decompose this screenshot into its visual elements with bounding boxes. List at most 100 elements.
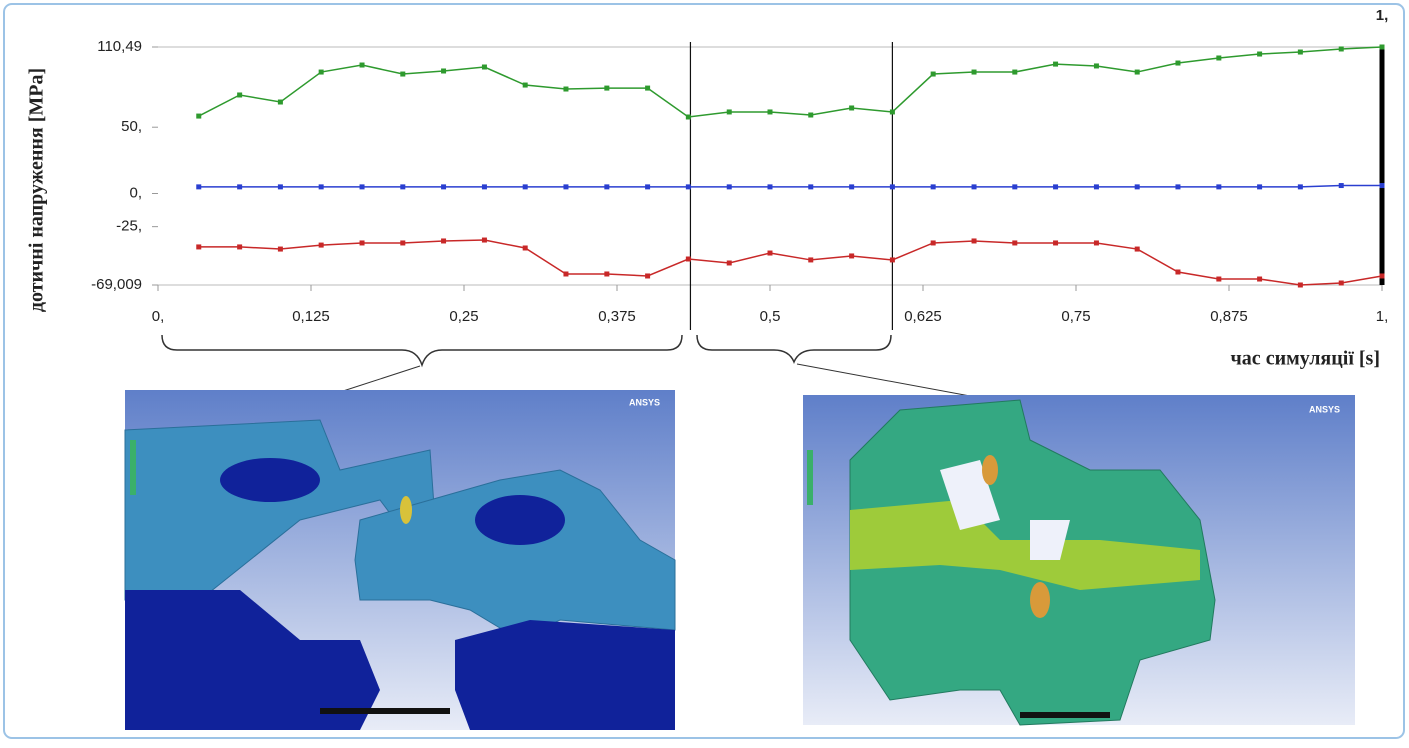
point (768, 184, 773, 189)
y-tick-label: 50, (121, 118, 142, 135)
x-axis-label: час симуляції [s] (1231, 348, 1380, 370)
point (1216, 277, 1221, 282)
point (237, 184, 242, 189)
x-tick-label: 0,25 (449, 308, 478, 325)
chart: дотичні напруження [MPa] час симуляції [… (0, 0, 1409, 743)
y-tick-label: 0, (129, 184, 142, 201)
point (482, 184, 487, 189)
point (400, 240, 405, 245)
y-axis-label: дотичні напруження [MPa] (26, 68, 48, 312)
point (196, 184, 201, 189)
image-label: ANSYS (1309, 404, 1340, 414)
point (1094, 184, 1099, 189)
point (972, 238, 977, 243)
point (604, 86, 609, 91)
point (1012, 240, 1017, 245)
point (360, 184, 365, 189)
y-tick-label: -25, (116, 218, 142, 235)
point (278, 184, 283, 189)
point (563, 271, 568, 276)
x-tick-label: 0,875 (1210, 308, 1248, 325)
point (1094, 240, 1099, 245)
point (1216, 184, 1221, 189)
point (1298, 50, 1303, 55)
point (196, 244, 201, 249)
image-label: ANSYS (629, 397, 660, 407)
point (1339, 280, 1344, 285)
point (1257, 52, 1262, 57)
point (1053, 62, 1058, 67)
point (604, 271, 609, 276)
x-tick-label: 0, (152, 308, 165, 325)
point (1012, 70, 1017, 75)
point (278, 100, 283, 105)
point (645, 86, 650, 91)
point (849, 105, 854, 110)
point (604, 184, 609, 189)
point (1053, 184, 1058, 189)
point (1094, 63, 1099, 68)
point (727, 109, 732, 114)
point (319, 70, 324, 75)
point (849, 253, 854, 258)
point (768, 109, 773, 114)
x-tick-label: 1, (1376, 308, 1389, 325)
point (727, 184, 732, 189)
point (1135, 70, 1140, 75)
point (237, 92, 242, 97)
point (768, 251, 773, 256)
x-tick-label: 0,5 (760, 308, 781, 325)
point (1053, 240, 1058, 245)
point (1216, 55, 1221, 60)
point (1135, 247, 1140, 252)
point (849, 184, 854, 189)
point (1135, 184, 1140, 189)
point (686, 114, 691, 119)
point (931, 72, 936, 77)
point (278, 247, 283, 252)
point (1298, 282, 1303, 287)
point (1339, 183, 1344, 188)
point (441, 184, 446, 189)
brace (162, 335, 682, 365)
point (972, 70, 977, 75)
point (727, 260, 732, 265)
point (319, 243, 324, 248)
point (1175, 61, 1180, 66)
x-tick-label: 0,625 (904, 308, 942, 325)
page: дотичні напруження [MPa] час симуляції [… (0, 0, 1409, 743)
point (645, 184, 650, 189)
simulation-image: ANSYS (125, 390, 675, 730)
point (523, 184, 528, 189)
point (563, 184, 568, 189)
point (196, 114, 201, 119)
point (523, 83, 528, 88)
series-line (199, 186, 1382, 187)
point (808, 113, 813, 118)
point (1175, 269, 1180, 274)
point (686, 257, 691, 262)
point (319, 184, 324, 189)
point (360, 63, 365, 68)
point (1257, 277, 1262, 282)
point (1380, 183, 1385, 188)
point (1380, 273, 1385, 278)
point (1175, 184, 1180, 189)
y-tick-label: 110,49 (97, 38, 142, 55)
x-tick-label: 0,375 (598, 308, 636, 325)
point (1339, 46, 1344, 51)
point (808, 184, 813, 189)
point (400, 184, 405, 189)
point (237, 244, 242, 249)
x-tick-label: 0,75 (1061, 308, 1090, 325)
point (1380, 45, 1385, 50)
point (523, 245, 528, 250)
series-line (199, 240, 1382, 285)
connector (797, 364, 970, 396)
point (441, 238, 446, 243)
point (686, 184, 691, 189)
connector (340, 366, 420, 392)
series-line (199, 47, 1382, 117)
point (645, 273, 650, 278)
point (808, 257, 813, 262)
